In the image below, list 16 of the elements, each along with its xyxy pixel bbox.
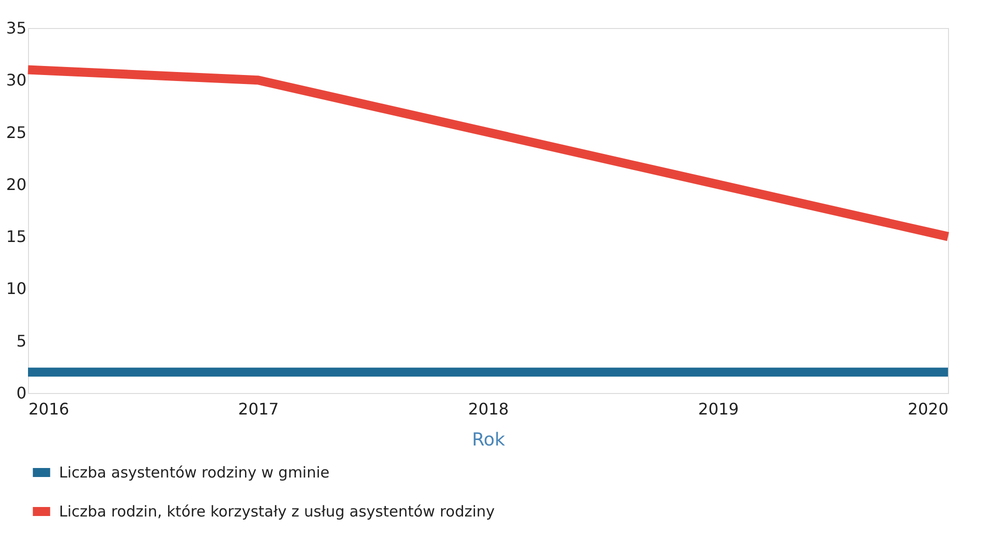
y-tick-label: 10	[6, 279, 26, 298]
legend-label: Liczba asystentów rodziny w gminie	[59, 464, 330, 482]
y-tick-label: 5	[16, 331, 26, 350]
x-axis-title: Rok	[472, 430, 506, 450]
y-tick-label: 35	[6, 18, 26, 38]
y-tick-label: 30	[6, 70, 26, 90]
x-tick-label: 2016	[28, 400, 70, 418]
y-tick-label: 0	[16, 384, 26, 402]
y-tick-label: 20	[6, 174, 26, 194]
legend-label: Liczba rodzin, które korzystały z usług asystentów rodziny	[59, 502, 495, 520]
x-tick-label: 2019	[698, 400, 739, 418]
x-tick-label: 2020	[908, 400, 948, 418]
y-tick-label: 25	[6, 122, 26, 142]
x-tick-label: 2018	[468, 400, 509, 418]
y-tick-label: 15	[6, 227, 26, 246]
x-tick-label: 2017	[238, 400, 279, 418]
